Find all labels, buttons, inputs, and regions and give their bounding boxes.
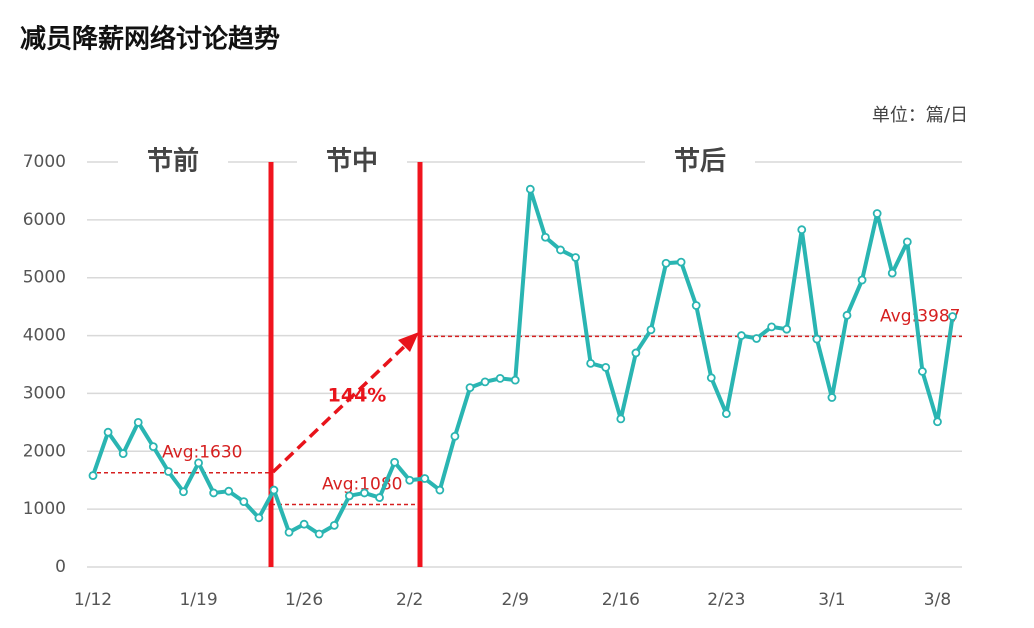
data-point (782, 324, 792, 334)
data-point (691, 301, 701, 310)
data-point (737, 331, 746, 340)
data-point (480, 377, 490, 387)
data-point (420, 474, 430, 483)
data-point (571, 253, 580, 262)
data-point (103, 427, 113, 437)
x-tick-label: 2/23 (707, 590, 745, 610)
data-point (239, 497, 249, 507)
growth-label: 144% (328, 385, 387, 407)
data-point (344, 491, 354, 501)
arrow-head (398, 332, 419, 352)
phase-label: 节中 (326, 147, 378, 177)
data-point (360, 488, 369, 498)
data-point (631, 348, 641, 358)
x-tick-label: 1/12 (74, 590, 112, 610)
data-point (948, 312, 957, 321)
series-line (91, 187, 955, 537)
data-point (299, 519, 309, 529)
x-tick-label: 3/8 (924, 590, 951, 610)
data-point (767, 322, 776, 332)
data-point (390, 457, 400, 467)
data-point (405, 475, 415, 485)
data-point (510, 375, 520, 385)
data-point (918, 367, 927, 376)
data-point (752, 334, 761, 343)
data-point (616, 414, 626, 424)
data-point (872, 209, 882, 218)
phase-label-bg (297, 150, 407, 174)
data-point (556, 245, 565, 255)
data-point (721, 409, 731, 419)
data-point (586, 358, 596, 368)
data-point (179, 487, 188, 497)
data-point (827, 393, 837, 402)
data-point (118, 449, 128, 459)
data-point (284, 527, 294, 537)
y-tick-label: 5000 (23, 268, 66, 288)
data-point (933, 417, 942, 427)
x-tick-label: 3/1 (818, 590, 845, 610)
phase-label-bg (645, 150, 755, 174)
data-point (601, 362, 611, 372)
data-point (314, 529, 324, 539)
data-point (676, 257, 686, 267)
data-point (88, 471, 98, 480)
data-point (209, 488, 219, 498)
data-point (706, 373, 716, 383)
data-point (812, 334, 822, 344)
y-tick-label: 7000 (23, 152, 66, 172)
average-label: Avg:1630 (162, 443, 242, 463)
data-point (797, 225, 807, 235)
data-point (902, 237, 912, 247)
y-tick-label: 1000 (23, 499, 66, 519)
phase-label-bg (118, 150, 228, 174)
y-tick-label: 0 (55, 557, 66, 577)
data-point (435, 485, 445, 495)
data-point (646, 325, 656, 335)
y-tick-label: 6000 (23, 210, 66, 230)
data-point (495, 373, 505, 383)
unit-label: 单位：篇/日 (872, 105, 968, 126)
x-tick-label: 1/26 (285, 590, 323, 610)
data-point (254, 513, 264, 523)
phase-label: 节前 (147, 146, 199, 177)
growth-arrow (271, 341, 410, 474)
data-point (269, 485, 279, 495)
data-point (163, 467, 173, 476)
data-point (194, 458, 203, 468)
data-point (224, 486, 234, 496)
data-point (148, 442, 158, 452)
x-tick-label: 2/9 (502, 590, 529, 610)
average-label: Avg:3987 (880, 306, 960, 326)
x-tick-label: 1/19 (179, 590, 217, 610)
data-point (450, 431, 460, 441)
y-tick-label: 4000 (23, 326, 66, 346)
data-point (887, 268, 897, 278)
data-point (661, 258, 671, 268)
data-point (465, 383, 475, 393)
x-tick-label: 2/16 (602, 590, 640, 610)
data-point (525, 184, 535, 194)
y-tick-label: 2000 (23, 441, 66, 461)
x-tick-label: 2/2 (396, 590, 423, 610)
data-point (842, 310, 852, 320)
data-point (375, 493, 384, 502)
phase-label: 节后 (674, 147, 726, 177)
data-point (541, 232, 550, 242)
data-point (329, 520, 339, 530)
data-point (133, 417, 143, 427)
y-tick-label: 3000 (23, 383, 66, 403)
data-point (857, 275, 867, 285)
chart-title: 减员降薪网络讨论趋势 (20, 24, 280, 55)
